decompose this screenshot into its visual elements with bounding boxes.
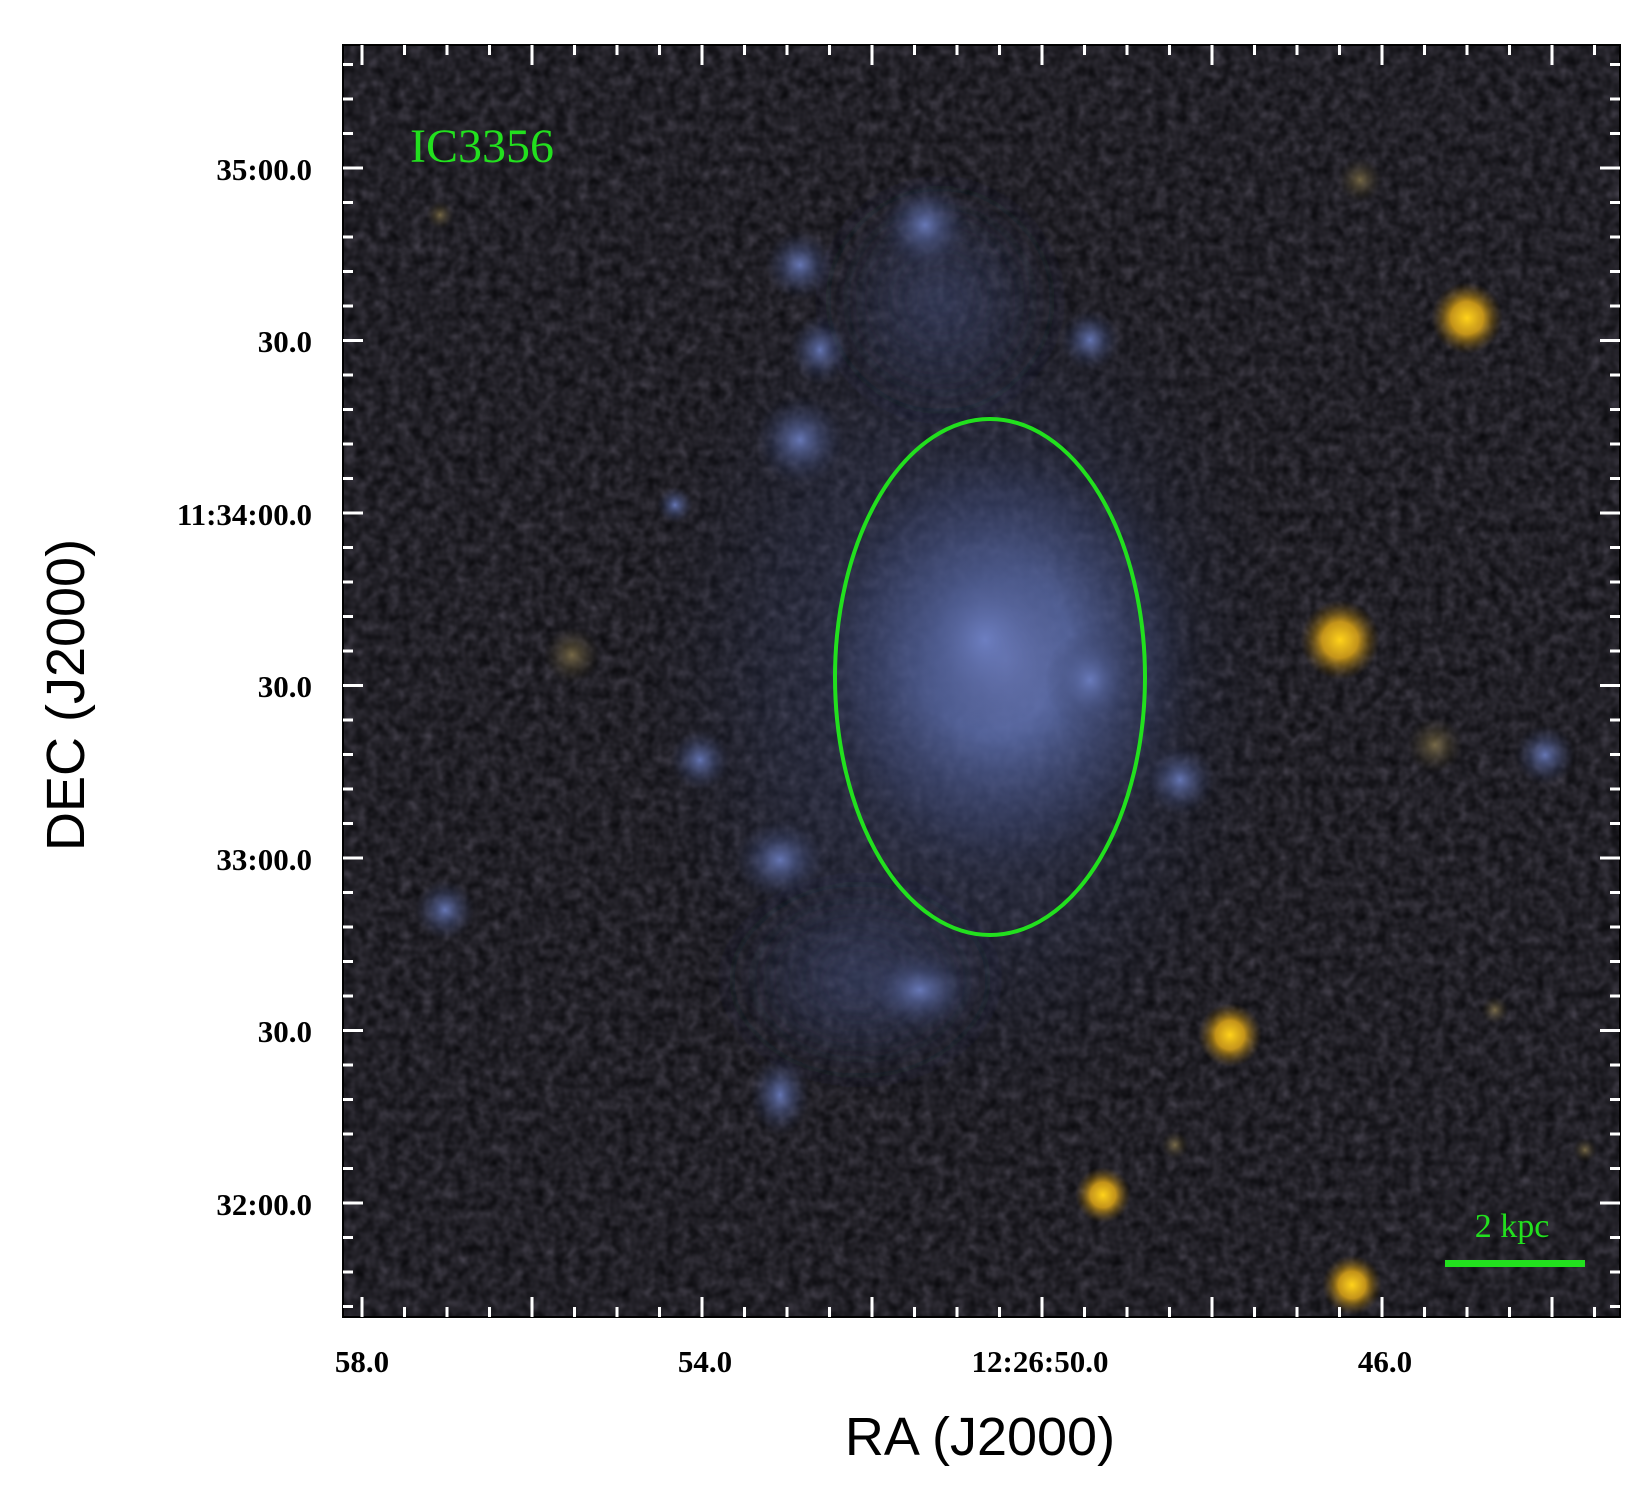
scale-bar-label: 2 kpc: [1475, 1208, 1550, 1245]
y-tick-label: 35:00.0: [216, 152, 312, 187]
scale-bar-line: [1445, 1260, 1585, 1267]
axis-ticks: [343, 45, 1620, 1317]
y-axis-title: DEC (J2000): [36, 539, 96, 851]
y-tick-labels: 35:00.0 30.0 11:34:00.0 30.0 33:00.0 30.…: [177, 152, 312, 1222]
x-tick-label: 58.0: [335, 1344, 389, 1379]
y-tick-label: 30.0: [258, 1014, 312, 1049]
x-tick-labels: 58.0 54.0 12:26:50.0 46.0: [335, 1344, 1412, 1379]
galaxy-ic3356: [630, 170, 1290, 1135]
blue-sources: [415, 158, 1575, 940]
x-tick-label: 12:26:50.0: [972, 1344, 1109, 1379]
sky-image: IC3356 2 kpc: [343, 45, 1620, 1317]
y-tick-label: 11:34:00.0: [177, 497, 312, 532]
object-label: IC3356: [410, 120, 554, 173]
aperture-ellipse: [833, 417, 1147, 937]
image-frame: [342, 44, 1621, 1318]
foreground-stars: [544, 282, 1597, 1315]
y-tick-label: 30.0: [258, 669, 312, 704]
y-tick-label: 33:00.0: [216, 842, 312, 877]
x-axis-title: RA (J2000): [845, 1407, 1115, 1467]
x-tick-label: 54.0: [678, 1344, 732, 1379]
scale-bar: 2 kpc: [1445, 1208, 1585, 1267]
y-tick-label: 32:00.0: [216, 1187, 312, 1222]
y-tick-label: 30.0: [258, 324, 312, 359]
x-tick-label: 46.0: [1358, 1344, 1412, 1379]
